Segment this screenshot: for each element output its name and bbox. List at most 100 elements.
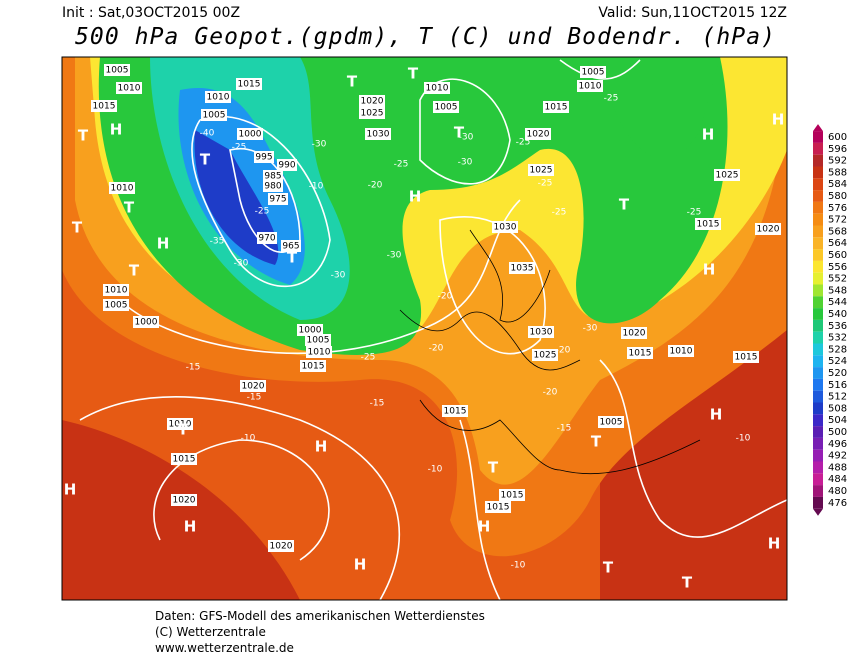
isobar-label-box <box>359 107 385 119</box>
pressure-center: H <box>772 111 785 129</box>
colorbar-swatch <box>813 378 823 391</box>
isobar-label: 1015 <box>93 102 116 112</box>
isobar-label: 1010 <box>111 184 134 194</box>
map-title: 500 hPa Geopot.(gpdm), T (C) und Bodendr… <box>75 24 775 50</box>
pressure-center: T <box>488 459 499 477</box>
isobar-label: 1020 <box>527 130 550 140</box>
isobar-label-box <box>103 284 129 296</box>
pressure-center: T <box>72 219 83 237</box>
pressure-center: T <box>78 127 89 145</box>
isobar-label-box <box>240 380 266 392</box>
isobar-label: 1030 <box>494 223 517 233</box>
pressure-center: T <box>200 151 211 169</box>
temperature-label: -20 <box>429 344 444 354</box>
colorbar-label: 512 <box>828 392 847 403</box>
valid-time: Valid: Sun,11OCT2015 12Z <box>598 5 787 21</box>
colorbar-label: 588 <box>828 167 847 178</box>
temperature-label: -30 <box>312 140 327 150</box>
colorbar-swatch <box>813 473 823 486</box>
isobar-label: 1000 <box>135 318 158 328</box>
temperature-label: -10 <box>736 434 751 444</box>
colorbar-label: 516 <box>828 380 847 391</box>
map-field: 1005101010151015101010051000995990985980… <box>62 57 787 600</box>
map-labels: 1005101010151015101010051000995990985980… <box>64 64 785 592</box>
temperature-label: -30 <box>234 259 249 269</box>
temperature-label: -30 <box>387 251 402 261</box>
isobar-label: 1020 <box>270 542 293 552</box>
isobar-label-box <box>133 316 159 328</box>
colorbar-swatch <box>813 331 823 344</box>
colorbar-swatch <box>813 390 823 403</box>
colorbar-swatch <box>813 178 823 191</box>
temperature-label: -25 <box>255 207 270 217</box>
temperature-label: -20 <box>368 181 383 191</box>
colorbar-label: 528 <box>828 344 847 355</box>
isobar-label: 1010 <box>579 82 602 92</box>
temperature-label: -25 <box>232 143 247 153</box>
colorbar-swatch <box>813 272 823 285</box>
isobar-label: 965 <box>282 242 299 252</box>
pressure-center: H <box>768 535 781 553</box>
colorbar-label: 580 <box>828 191 847 202</box>
colorbar-label: 572 <box>828 215 847 226</box>
isobar-label-box <box>627 347 653 359</box>
colorbar-swatch <box>813 426 823 438</box>
isobars <box>79 59 787 600</box>
isobar-label-box <box>236 78 262 90</box>
temperature-label: -10 <box>309 182 324 192</box>
isobar-label-box <box>109 182 135 194</box>
colorbar-swatch <box>813 190 823 202</box>
temperature-label: -25 <box>552 208 567 218</box>
isobar-label: 1015 <box>173 455 196 465</box>
isobar-label-box <box>116 82 142 94</box>
temperature-label: -25 <box>516 138 531 148</box>
colorbar-arrow <box>813 124 823 132</box>
isobar-label-box <box>268 540 294 552</box>
temperature-label: -10 <box>428 465 443 475</box>
colorbar-label: 552 <box>828 274 847 285</box>
isobar-label-box <box>577 80 603 92</box>
colorbar-label: 584 <box>828 179 847 190</box>
isobar-label: 1015 <box>545 103 568 113</box>
isobar-label-box <box>205 91 231 103</box>
isobar-label-box <box>201 109 227 121</box>
isobar-label: 1005 <box>582 68 605 78</box>
isobar-label-box <box>528 326 554 338</box>
isobar-label: 1025 <box>716 171 739 181</box>
isobar-label: 1010 <box>207 93 230 103</box>
temperature-label: -25 <box>361 353 376 363</box>
colorbar-swatch <box>813 402 823 415</box>
isobar-label: 1015 <box>444 407 467 417</box>
isobar-label-box <box>277 159 297 171</box>
isobar-label: 1000 <box>239 130 262 140</box>
isobar-label: 1020 <box>173 496 196 506</box>
colorbar-swatch <box>813 296 823 309</box>
isobar-label: 1010 <box>670 347 693 357</box>
isobar-label: 1020 <box>623 329 646 339</box>
pressure-center: H <box>157 235 170 253</box>
isobar-label: 1005 <box>105 301 128 311</box>
isobar-label-box <box>499 489 525 501</box>
isobar-label: 1005 <box>307 336 330 346</box>
colorbar-label: 592 <box>828 156 847 167</box>
isobar-label-box <box>257 232 277 244</box>
colorbar-label: 488 <box>828 462 847 473</box>
isobar-label: 1015 <box>735 353 758 363</box>
isobar-label-box <box>532 349 558 361</box>
temperature-label: -15 <box>370 399 385 409</box>
temperature-label: -10 <box>511 561 526 571</box>
colorbar-swatch <box>813 449 823 462</box>
isobar-label: 1010 <box>426 84 449 94</box>
isobar-label: 1015 <box>302 362 325 372</box>
isobar-label-box <box>281 240 301 252</box>
isobar-label-box <box>528 164 554 176</box>
temperature-label: -30 <box>583 324 598 334</box>
pressure-center: H <box>110 121 123 139</box>
pressure-center: H <box>315 438 328 456</box>
isobar-label-box <box>254 151 274 163</box>
isobar-label: 1025 <box>530 166 553 176</box>
colorbar-label: 564 <box>828 238 847 249</box>
isobar-label: 985 <box>264 172 281 182</box>
colorbar-label: 600 <box>828 132 847 143</box>
